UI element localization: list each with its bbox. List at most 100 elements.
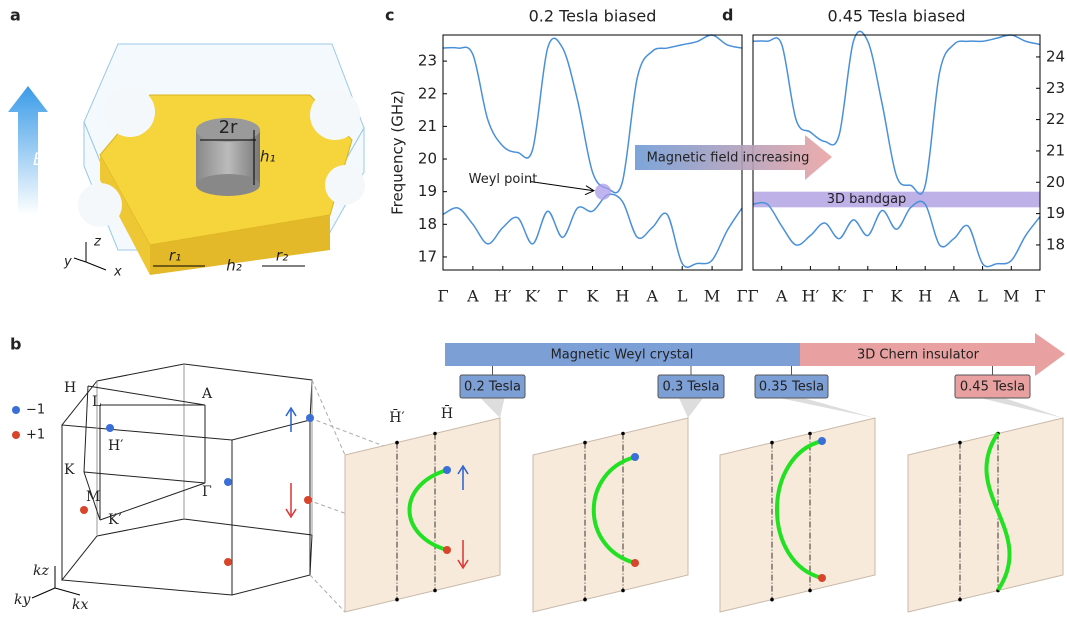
x-tick-label: A <box>947 287 960 306</box>
bz-label: K <box>64 462 75 478</box>
legend-marker <box>12 406 20 414</box>
x-tick-label: K <box>587 287 600 306</box>
weyl-marker <box>595 184 611 200</box>
figure: a b c d B 2r h₁ r₁ h₂ r₂ x y z <box>0 0 1067 617</box>
legend-label: +1 <box>26 428 45 443</box>
x-tick-label: H′ <box>494 287 512 306</box>
x-tick-label: Γ <box>1034 287 1045 306</box>
x-tick-label: Γ <box>747 287 758 306</box>
x-tick-label: A <box>646 287 659 306</box>
y-tick-label: 23 <box>418 52 437 70</box>
dimension: r₂ <box>276 247 288 265</box>
x-tick-label: H′ <box>802 287 820 306</box>
field-label: 0.35 Tesla <box>759 380 824 395</box>
end-dot <box>808 589 812 593</box>
bandgap-label: 3D bandgap <box>827 192 907 207</box>
x-tick-label: M <box>1003 287 1019 306</box>
weyl-point <box>631 453 639 461</box>
y-tick-label: 19 <box>418 182 437 200</box>
x-tick-label: Γ <box>557 287 568 306</box>
bz-label: A <box>201 386 213 402</box>
cutout <box>78 183 122 227</box>
axis <box>86 262 106 270</box>
cylinder-base <box>196 174 260 196</box>
y-tick-label: 19 <box>1046 204 1065 222</box>
annotation-arrow <box>531 182 594 195</box>
y-tick-label: 24 <box>1046 47 1065 65</box>
x-tick-label: L <box>977 287 988 306</box>
weyl-point <box>304 496 312 504</box>
axis-label: y <box>63 255 72 270</box>
chart-title: 0.2 Tesla biased <box>529 7 657 26</box>
bz-label: H′ <box>108 438 123 454</box>
bz-label: H <box>64 380 76 396</box>
x-tick-label: M <box>704 287 720 306</box>
y-tick-label: 18 <box>418 215 437 233</box>
cutout <box>105 87 155 137</box>
surface-plane <box>720 418 875 612</box>
weyl-point <box>443 546 451 554</box>
panel-label: a <box>10 6 21 25</box>
weyl-point <box>224 478 232 486</box>
y-tick-label: 22 <box>1046 110 1065 128</box>
weyl-point <box>306 414 314 422</box>
x-tick-label: Γ <box>736 287 747 306</box>
surface-plane <box>533 418 688 612</box>
weyl-point <box>443 466 451 474</box>
weyl-point <box>818 437 826 445</box>
cutout <box>310 90 360 140</box>
chart-title: 0.45 Tesla biased <box>827 7 965 26</box>
surface-label: H̄′ <box>389 408 404 426</box>
end-dot <box>433 589 437 593</box>
axis-label: kz <box>33 563 49 579</box>
axis <box>74 258 86 262</box>
end-dot <box>958 441 962 445</box>
y-tick-label: 18 <box>1046 235 1065 253</box>
axis-label: kx <box>72 597 88 613</box>
y-tick-label: 23 <box>1046 79 1065 97</box>
weyl-point <box>631 559 639 567</box>
x-tick-label: Γ <box>437 287 448 306</box>
weyl-point <box>106 424 114 432</box>
dimension: 2r <box>219 117 238 138</box>
phase-label: Magnetic Weyl crystal <box>551 348 694 363</box>
x-tick-label: H <box>918 287 932 306</box>
y-tick-label: 21 <box>418 117 437 135</box>
legend-label: −1 <box>26 403 45 418</box>
end-dot <box>395 598 399 602</box>
x-tick-label: K′ <box>525 287 541 306</box>
end-dot <box>770 441 774 445</box>
cutout <box>325 165 365 205</box>
end-dot <box>583 441 587 445</box>
phase-label: 3D Chern insulator <box>857 348 980 363</box>
x-tick-label: K′ <box>831 287 847 306</box>
legend-marker <box>12 431 20 439</box>
annotation-label: Weyl point <box>469 172 538 187</box>
y-tick-label: 20 <box>418 150 437 168</box>
end-dot <box>583 598 587 602</box>
surface-plane <box>908 418 1063 612</box>
surface-plane <box>345 418 500 612</box>
unit-cell: B 2r h₁ r₁ h₂ r₂ x y z <box>8 44 365 280</box>
x-tick-label: K <box>891 287 904 306</box>
x-tick-label: A <box>775 287 788 306</box>
dimension: r₁ <box>169 247 181 265</box>
y-tick-label: 17 <box>418 247 437 265</box>
surface-label: H̄ <box>441 404 453 422</box>
panel-label: c <box>385 6 394 25</box>
weyl-point <box>224 558 232 566</box>
x-tick-label: H <box>615 287 629 306</box>
callout-wedge <box>981 398 1064 418</box>
end-dot <box>395 441 399 445</box>
end-dot <box>808 432 812 436</box>
y-axis-label: Frequency (GHz) <box>389 90 407 215</box>
bz-label: Γ <box>202 484 212 500</box>
bz-label: L <box>92 394 101 410</box>
bz-label: M <box>86 489 100 505</box>
y-tick-label: 21 <box>1046 141 1065 159</box>
x-tick-label: L <box>677 287 688 306</box>
field-label: 0.3 Tesla <box>663 380 720 395</box>
weyl-point <box>818 574 826 582</box>
arrow-down <box>286 483 296 517</box>
end-dot <box>958 598 962 602</box>
